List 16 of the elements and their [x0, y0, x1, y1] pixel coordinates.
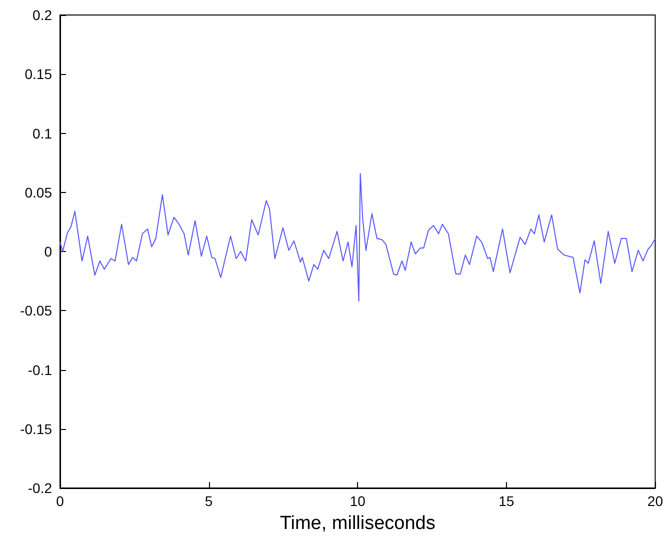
y-tick-label: -0.1 — [28, 362, 52, 378]
y-tick-label: 0 — [44, 244, 52, 260]
x-tick-label: 15 — [498, 493, 514, 509]
y-tick-label: 0.1 — [32, 125, 52, 142]
y-tick-label: -0.2 — [28, 480, 52, 496]
y-tick-label: 0.15 — [24, 66, 52, 82]
y-tick-label: -0.05 — [20, 302, 52, 319]
y-tick-label: 0.05 — [24, 184, 52, 200]
x-tick-label: 20 — [647, 493, 664, 509]
x-tick-label: 10 — [350, 493, 366, 509]
y-tick-label: -0.15 — [20, 420, 52, 437]
x-axis-title: Time, milliseconds — [280, 513, 436, 534]
y-tick-label: 0.2 — [32, 7, 52, 23]
line-series — [60, 172, 656, 302]
x-tick-label: 0 — [56, 493, 64, 509]
x-tick-label: 5 — [204, 493, 213, 509]
